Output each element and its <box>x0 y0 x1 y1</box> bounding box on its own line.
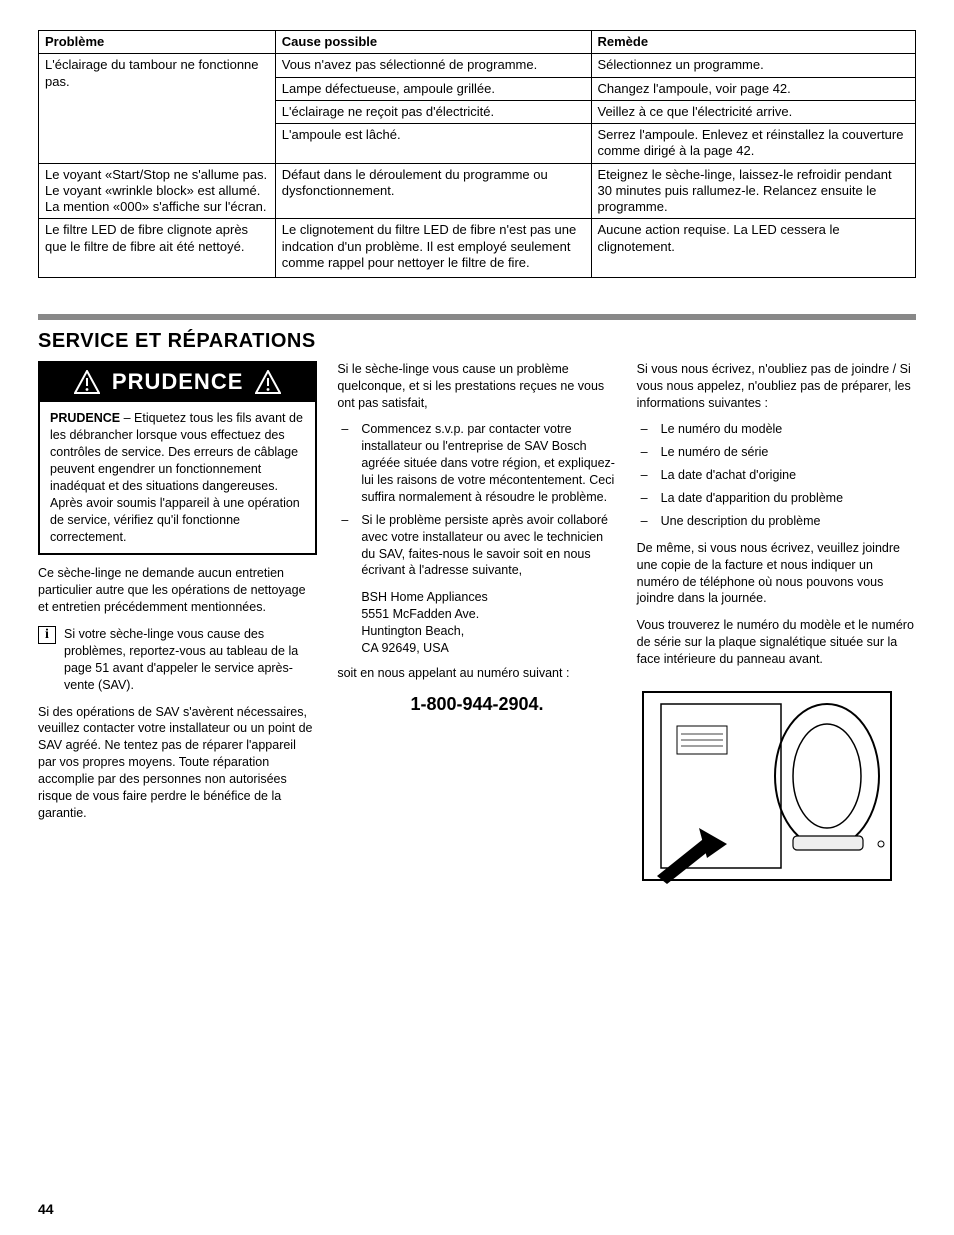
table-row: Le voyant «Start/Stop ne s'allume pas. L… <box>39 163 916 219</box>
col1-p2: Si des opérations de SAV s'avèrent néces… <box>38 704 317 822</box>
page-number: 44 <box>38 1201 54 1217</box>
cell-remede: Eteignez le sèche-linge, laissez-le refr… <box>591 163 916 219</box>
cell-cause: Lampe défectueuse, ampoule grillée. <box>275 77 591 100</box>
warning-icon <box>255 370 281 394</box>
cell-remede: Sélectionnez un programme. <box>591 54 916 77</box>
cell-remede: Serrez l'ampoule. Enlevez et réinstallez… <box>591 124 916 164</box>
col3-p2: De même, si vous nous écrivez, veuillez … <box>637 540 916 608</box>
addr-line: Huntington Beach, <box>361 623 616 640</box>
cell-probleme: Le voyant «Start/Stop ne s'allume pas. L… <box>39 163 276 219</box>
th-probleme: Problème <box>39 31 276 54</box>
list-item: Le numéro du modèle <box>637 421 916 438</box>
cell-cause: L'éclairage ne reçoit pas d'électricité. <box>275 100 591 123</box>
cell-cause: L'ampoule est lâché. <box>275 124 591 164</box>
th-remede: Remède <box>591 31 916 54</box>
column-2: Si le sèche-linge vous cause un problème… <box>337 361 616 891</box>
prudence-warning: PRUDENCE PRUDENCE – Etiquetez tous les f… <box>38 361 317 556</box>
cell-cause: Défaut dans le déroulement du programme … <box>275 163 591 219</box>
list-item: Le numéro de série <box>637 444 916 461</box>
cell-cause: Le clignotement du filtre LED de fibre n… <box>275 219 591 278</box>
cell-probleme: L'éclairage du tambour ne fonctionne pas… <box>39 54 276 163</box>
section-head: SERVICE ET RÉPARATIONS <box>38 314 916 353</box>
info-text: Si votre sèche-linge vous cause des prob… <box>64 626 317 694</box>
list-item: Si le problème persiste après avoir coll… <box>337 512 616 580</box>
section-title: SERVICE ET RÉPARATIONS <box>38 330 916 353</box>
cell-remede: Changez l'ampoule, voir page 42. <box>591 77 916 100</box>
table-header-row: Problème Cause possible Remède <box>39 31 916 54</box>
prudence-banner: PRUDENCE <box>38 361 317 403</box>
col3-bullets: Le numéro du modèle Le numéro de série L… <box>637 421 916 529</box>
addr-line: CA 92649, USA <box>361 640 616 657</box>
table-row: Le filtre LED de fibre clignote après qu… <box>39 219 916 278</box>
info-note: i Si votre sèche-linge vous cause des pr… <box>38 626 317 694</box>
prudence-lead: PRUDENCE <box>50 411 120 425</box>
addr-line: BSH Home Appliances <box>361 589 616 606</box>
table-row: L'éclairage du tambour ne fonctionne pas… <box>39 54 916 77</box>
list-item: Commencez s.v.p. par contacter votre ins… <box>337 421 616 505</box>
info-icon: i <box>38 626 56 644</box>
address-block: BSH Home Appliances 5551 McFadden Ave. H… <box>337 589 616 657</box>
th-cause: Cause possible <box>275 31 591 54</box>
phone-number: 1-800-944-2904. <box>337 692 616 716</box>
cell-remede: Veillez à ce que l'électricité arrive. <box>591 100 916 123</box>
warning-icon <box>74 370 100 394</box>
list-item: Une description du problème <box>637 513 916 530</box>
troubleshoot-table: Problème Cause possible Remède L'éclaira… <box>38 30 916 278</box>
addr-line: 5551 McFadden Ave. <box>361 606 616 623</box>
body-columns: PRUDENCE PRUDENCE – Etiquetez tous les f… <box>38 361 916 891</box>
column-1: PRUDENCE PRUDENCE – Etiquetez tous les f… <box>38 361 317 891</box>
dryer-illustration <box>637 686 897 886</box>
col2-bullets: Commencez s.v.p. par contacter votre ins… <box>337 421 616 579</box>
document-page: Problème Cause possible Remède L'éclaira… <box>0 0 954 931</box>
list-item: La date d'apparition du problème <box>637 490 916 507</box>
cell-remede: Aucune action requise. La LED cessera le… <box>591 219 916 278</box>
col2-p2: soit en nous appelant au numéro suivant … <box>337 665 616 682</box>
col3-p1: Si vous nous écrivez, n'oubliez pas de j… <box>637 361 916 412</box>
col2-p1: Si le sèche-linge vous cause un problème… <box>337 361 616 412</box>
cell-cause: Vous n'avez pas sélectionné de programme… <box>275 54 591 77</box>
cell-probleme: Le filtre LED de fibre clignote après qu… <box>39 219 276 278</box>
col3-p3: Vous trouverez le numéro du modèle et le… <box>637 617 916 668</box>
col1-p1: Ce sèche-linge ne demande aucun entretie… <box>38 565 317 616</box>
list-item: La date d'achat d'origine <box>637 467 916 484</box>
prudence-banner-label: PRUDENCE <box>112 367 243 397</box>
prudence-text: – Etiquetez tous les fils avant de les d… <box>50 411 303 543</box>
prudence-body: PRUDENCE – Etiquetez tous les fils avant… <box>38 402 317 555</box>
column-3: Si vous nous écrivez, n'oubliez pas de j… <box>637 361 916 891</box>
